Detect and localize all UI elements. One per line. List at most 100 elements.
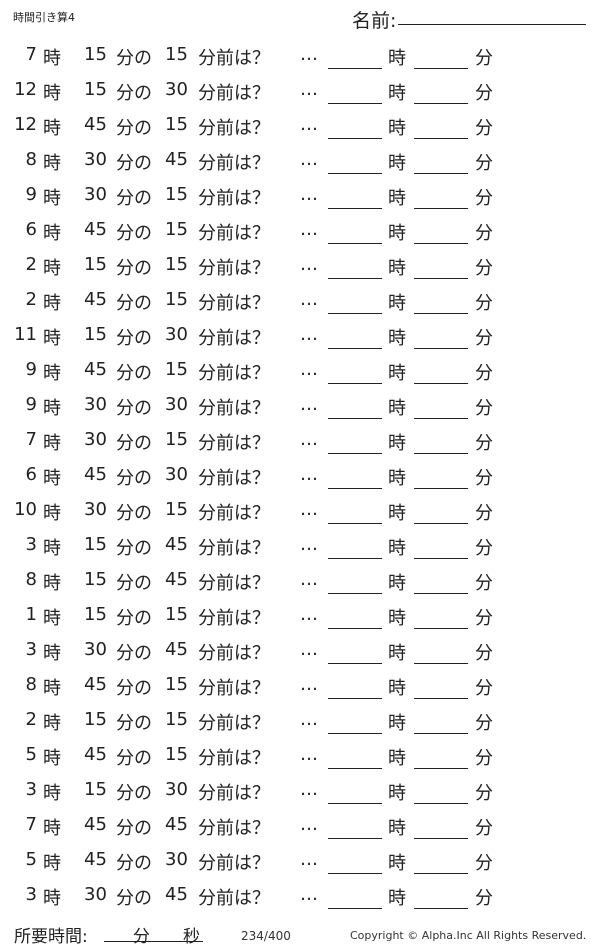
answer-hour-field[interactable] — [328, 768, 382, 769]
answer-minute-field[interactable] — [414, 803, 468, 804]
minute-value: 45 — [84, 674, 107, 695]
answer-hour-field[interactable] — [328, 698, 382, 699]
subtract-value: 45 — [165, 534, 188, 555]
answer-hour-field[interactable] — [328, 838, 382, 839]
answer-minute-label: 分 — [475, 503, 493, 524]
answer-minute-field[interactable] — [414, 278, 468, 279]
answer-minute-field[interactable] — [414, 418, 468, 419]
answer-hour-field[interactable] — [328, 558, 382, 559]
worksheet-title: 時間引き算4 — [13, 11, 75, 24]
ellipsis: … — [300, 814, 318, 835]
subtract-value: 45 — [165, 569, 188, 590]
answer-hour-label: 時 — [388, 188, 406, 209]
problem-row: 3 時 15 分の 45 分前は？… 時分 — [0, 534, 600, 568]
answer-minute-field[interactable] — [414, 628, 468, 629]
answer-minute-label: 分 — [475, 713, 493, 734]
minute-of-label: 分の — [116, 363, 152, 384]
answer-hour-field[interactable] — [328, 523, 382, 524]
answer-minute-field[interactable] — [414, 908, 468, 909]
answer-minute-field[interactable] — [414, 313, 468, 314]
answer-hour-label: 時 — [388, 643, 406, 664]
minute-of-label: 分の — [116, 818, 152, 839]
answer-minute-field[interactable] — [414, 103, 468, 104]
answer-minute-field[interactable] — [414, 68, 468, 69]
minute-value: 15 — [84, 324, 107, 345]
answer-minute-field[interactable] — [414, 383, 468, 384]
answer-minute-field[interactable] — [414, 488, 468, 489]
minutes-before-label: 分前は？ — [198, 503, 270, 524]
answer-hour-field[interactable] — [328, 278, 382, 279]
answer-hour-field[interactable] — [328, 663, 382, 664]
answer-minute-field[interactable] — [414, 138, 468, 139]
subtract-value: 45 — [165, 884, 188, 905]
answer-minute-field[interactable] — [414, 698, 468, 699]
answer-minute-field[interactable] — [414, 523, 468, 524]
answer-hour-field[interactable] — [328, 243, 382, 244]
answer-minute-field[interactable] — [414, 243, 468, 244]
answer-minute-field[interactable] — [414, 173, 468, 174]
subtract-value: 15 — [165, 219, 188, 240]
problem-row: 11 時 15 分の 30 分前は？ … 時 分 — [0, 324, 600, 358]
minute-of-label: 分の — [116, 643, 152, 664]
problem-row: 7 時 45 分の 45 分前は？… 時分 — [0, 814, 600, 848]
answer-minute-field[interactable] — [414, 558, 468, 559]
subtract-value: 15 — [165, 429, 188, 450]
minute-value: 15 — [84, 779, 107, 800]
answer-minute-field[interactable] — [414, 768, 468, 769]
answer-minute-field[interactable] — [414, 593, 468, 594]
answer-hour-label: 時 — [388, 83, 406, 104]
ellipsis: … — [300, 324, 318, 345]
minutes-before-label: 分前は？ — [198, 83, 270, 104]
hour-label: 時 — [43, 748, 61, 769]
name-field[interactable] — [398, 24, 586, 25]
answer-minute-field[interactable] — [414, 348, 468, 349]
answer-minute-label: 分 — [475, 48, 493, 69]
answer-hour-field[interactable] — [328, 453, 382, 454]
answer-hour-field[interactable] — [328, 208, 382, 209]
answer-hour-field[interactable] — [328, 383, 382, 384]
subtract-value: 30 — [165, 324, 188, 345]
answer-hour-field[interactable] — [328, 103, 382, 104]
required-time-field[interactable] — [104, 941, 203, 942]
hour-value: 7 — [25, 429, 37, 450]
hour-value: 12 — [14, 79, 37, 100]
hour-value: 10 — [14, 499, 37, 520]
problem-row: 9 時 45 分の 15 分前は？… 時分 — [0, 359, 600, 393]
hour-label: 時 — [43, 83, 61, 104]
hour-label: 時 — [43, 888, 61, 909]
answer-minute-field[interactable] — [414, 838, 468, 839]
ellipsis: … — [300, 744, 318, 765]
answer-hour-field[interactable] — [328, 138, 382, 139]
answer-hour-field[interactable] — [328, 68, 382, 69]
answer-hour-field[interactable] — [328, 313, 382, 314]
answer-hour-field[interactable] — [328, 733, 382, 734]
answer-hour-field[interactable] — [328, 593, 382, 594]
minute-value: 30 — [84, 429, 107, 450]
answer-minute-label: 分 — [475, 608, 493, 629]
problem-row: 2 時 45 分の 15 分前は？… 時分 — [0, 289, 600, 323]
hour-label: 時 — [43, 188, 61, 209]
answer-hour-label: 時 — [388, 678, 406, 699]
problem-row: 2 時 15 分の 15 分前は？… 時分 — [0, 254, 600, 288]
answer-hour-field[interactable] — [328, 488, 382, 489]
problem-row: 5 時 45 分の 30 分前は？… 時分 — [0, 849, 600, 883]
hour-label: 時 — [43, 608, 61, 629]
hour-value: 3 — [25, 534, 37, 555]
answer-minute-field[interactable] — [414, 733, 468, 734]
answer-hour-label: 時 — [388, 503, 406, 524]
answer-hour-label: 時 — [388, 223, 406, 244]
answer-minute-field[interactable] — [414, 453, 468, 454]
answer-minute-field[interactable] — [414, 663, 468, 664]
answer-minute-field[interactable] — [414, 208, 468, 209]
minute-of-label: 分の — [116, 188, 152, 209]
problem-row: 9 時 30 分の 30 分前は？… 時分 — [0, 394, 600, 428]
answer-hour-field[interactable] — [328, 873, 382, 874]
answer-hour-field[interactable] — [328, 908, 382, 909]
answer-hour-field[interactable] — [328, 628, 382, 629]
ellipsis: … — [300, 254, 318, 275]
answer-hour-field[interactable] — [328, 418, 382, 419]
answer-minute-field[interactable] — [414, 873, 468, 874]
answer-hour-field[interactable] — [328, 173, 382, 174]
answer-hour-field[interactable] — [328, 803, 382, 804]
answer-hour-field[interactable] — [328, 348, 382, 349]
